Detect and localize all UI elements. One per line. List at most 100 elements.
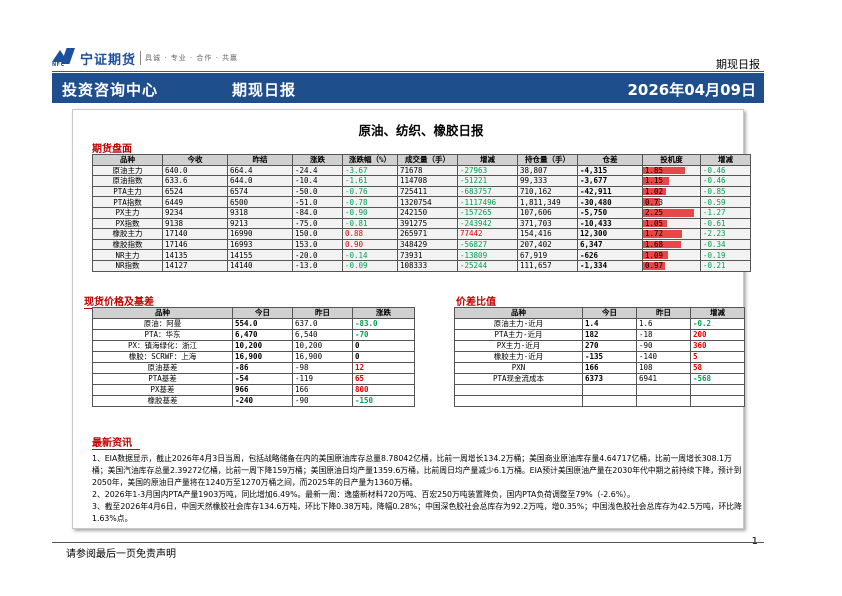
table-cell [582, 394, 637, 407]
table-cell: -1.61 [342, 175, 398, 187]
spec-value: 2.25 [645, 208, 664, 218]
table-cell: 270 [582, 339, 637, 352]
spec-bar [643, 251, 669, 259]
disclaimer-note: 请参阅最后一页免责声明 [66, 549, 176, 560]
futures-header-row: 品种 今收 昨结 涨跌 涨跌幅（%） 成交量（手） 增减 持仓量（手） 仓差 投… [92, 154, 751, 166]
table-cell: 6500 [227, 196, 293, 208]
table-cell: -90 [292, 394, 353, 407]
table-cell: -0.90 [342, 206, 398, 219]
table-cell: 150.0 [292, 228, 343, 240]
table-cell: -56827 [457, 238, 518, 251]
row-name: 原油指数 [92, 175, 163, 187]
table-row: NR指数 14127 14140 -13.0 -0.09 108333 -25244 111,… [92, 259, 751, 272]
table-cell: -4,315 [577, 164, 643, 177]
logo-mark-icon: NFC [52, 48, 78, 68]
table-cell: 14140 [227, 259, 293, 272]
table-cell: -626 [577, 249, 643, 261]
table-cell: 265971 [397, 228, 458, 240]
table-cell: 6574 [227, 185, 293, 198]
table-cell: -90 [636, 339, 691, 352]
table-cell: -13.0 [292, 259, 343, 272]
table-row: PTA指数 6449 6500 -51.0 -0.78 1320754 -1117496 1,… [92, 196, 751, 208]
table-cell: 5 [690, 350, 745, 363]
col-header: 今日 [232, 307, 293, 319]
table-cell: 111,657 [517, 259, 578, 272]
table-cell [690, 394, 745, 407]
table-cell: 9138 [162, 217, 228, 230]
banner-date: 2026年04月09日 [627, 81, 757, 99]
table-cell: 1,811,349 [517, 196, 578, 208]
table-cell: 371,703 [517, 217, 578, 230]
table-cell: -2.23 [700, 228, 751, 240]
spec-value: 0.97 [645, 261, 664, 271]
table-cell: 14135 [162, 249, 228, 261]
spec-bar [643, 208, 695, 217]
spec-value: 1.15 [645, 176, 664, 186]
table-cell: -0.78 [342, 196, 398, 208]
table-cell: -0.34 [700, 238, 751, 251]
spec-bar-cell: 1.15 [642, 175, 701, 187]
table-cell: -0.46 [700, 175, 751, 187]
spec-value: 1.09 [645, 250, 664, 260]
table-cell: 166 [582, 361, 637, 374]
table-cell: 1.6 [636, 317, 691, 330]
table-cell: 65 [352, 372, 415, 385]
table-cell: -0.09 [342, 259, 398, 272]
table-row: 橡胶指数 17146 16993 153.0 0.90 348429 -56827 207,4… [92, 238, 751, 251]
spec-bar-cell: 2.25 [642, 206, 701, 219]
table-cell: 664.4 [227, 164, 293, 177]
table-cell: -1117496 [457, 196, 518, 208]
table-cell: 71678 [397, 164, 458, 177]
company-logo: NFC 宁证期货 具诚 · 专业 · 合作 · 共赢 [52, 47, 238, 69]
table-cell: -10,433 [577, 217, 643, 230]
row-name: NR指数 [92, 259, 163, 272]
table-cell: -0.61 [700, 217, 751, 230]
table-cell: 67,919 [517, 249, 578, 261]
header-rule [52, 71, 764, 72]
table-cell: -50.0 [292, 185, 343, 198]
table-cell: 9213 [227, 217, 293, 230]
table-cell: 14127 [162, 259, 228, 272]
table-row: 原油基差 -86 -98 12 [92, 361, 415, 374]
table-cell: 12,300 [577, 228, 643, 240]
row-name: PX主力-近月 [454, 339, 583, 352]
table-row: 橡胶主力-近月 -135 -140 5 [454, 350, 745, 363]
table-row: NR主力 14135 14155 -20.0 -0.14 73931 -13809 67,91… [92, 249, 751, 261]
col-header: 涨跌 [352, 307, 415, 319]
footer-rule [52, 542, 764, 543]
table-cell: -3,677 [577, 175, 643, 187]
table-cell: -25244 [457, 259, 518, 272]
futures-table: 品种 今收 昨结 涨跌 涨跌幅（%） 成交量（手） 增减 持仓量（手） 仓差 投… [92, 154, 751, 272]
table-cell: -157265 [457, 206, 518, 219]
table-cell: 554.0 [232, 317, 293, 330]
table-cell: 9234 [162, 206, 228, 219]
table-cell: 166 [292, 383, 353, 396]
col-header: 涨跌幅（%） [342, 154, 398, 166]
banner-report-type: 期现日报 [232, 81, 297, 99]
col-header: 今收 [162, 154, 228, 166]
row-name: PX基差 [92, 383, 233, 396]
table-cell: -150 [352, 394, 415, 407]
row-name: PTA主力 [92, 185, 163, 198]
row-name: 原油主力 [92, 164, 163, 177]
col-header: 增减 [690, 307, 745, 319]
table-cell: -75.0 [292, 217, 343, 230]
table-cell: -1.27 [700, 206, 751, 219]
row-name: PTA基差 [92, 372, 233, 385]
col-header: 持仓量（手） [517, 154, 578, 166]
table-cell: 0.90 [342, 238, 398, 251]
report-header: NFC 宁证期货 具诚 · 专业 · 合作 · 共赢 期现日报 [0, 0, 842, 72]
row-name: 原油主力-近月 [454, 317, 583, 330]
table-cell: 14155 [227, 249, 293, 261]
table-row [454, 394, 745, 407]
row-name: PTA主力-近月 [454, 328, 583, 341]
spec-bar-cell: 0.97 [642, 259, 701, 272]
row-name: PTA指数 [92, 196, 163, 208]
table-cell: 17140 [162, 228, 228, 240]
table-cell: -84.0 [292, 206, 343, 219]
spec-bar [643, 177, 670, 185]
table-cell: -20.0 [292, 249, 343, 261]
row-name: PXN [454, 361, 583, 374]
row-name: PX：镇海绿化：浙江 [92, 339, 233, 352]
row-name: 橡胶：SCRWF：上海 [92, 350, 233, 363]
